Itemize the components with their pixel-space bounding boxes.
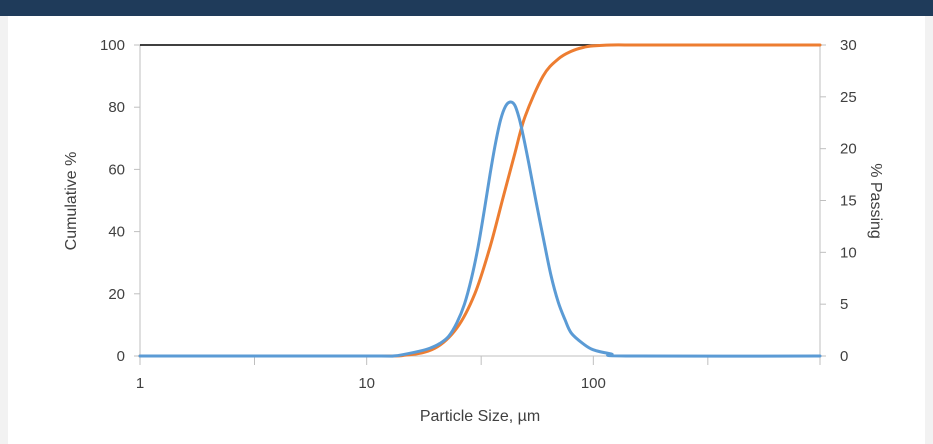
x-tick-label: 1 [136, 375, 144, 392]
y-tick-label: 20 [108, 286, 125, 303]
y-tick-label: 60 [108, 161, 125, 178]
y-tick-label: 100 [100, 37, 125, 54]
y-tick-label: 0 [117, 348, 125, 365]
x-tick-label: 100 [581, 375, 606, 392]
y2-axis-title: % Passing [867, 163, 884, 239]
window-top-bar [0, 0, 933, 16]
y2-tick-label: 30 [840, 37, 857, 54]
y-axis-title: Cumulative % [63, 152, 80, 251]
x-tick-label: 10 [358, 375, 375, 392]
y2-tick-label: 20 [840, 141, 857, 158]
series-line-cumulative [138, 43, 822, 358]
left-border-strip [0, 16, 8, 444]
y-tick-label: 80 [108, 99, 125, 116]
y2-tick-label: 5 [840, 296, 848, 313]
series-layer [138, 43, 822, 358]
x-axis-title: Particle Size, µm [420, 408, 540, 425]
y2-tick-label: 0 [840, 348, 848, 365]
y2-tick-label: 25 [840, 89, 857, 106]
series-line-passing [138, 100, 822, 358]
y2-tick-label: 15 [840, 193, 857, 210]
right-border-strip [925, 16, 933, 444]
chart-axes: 0 20 40 60 80 100 0 5 10 15 20 25 30 1 10 100 [100, 37, 857, 392]
y-tick-label: 40 [108, 224, 125, 241]
y2-tick-label: 10 [840, 244, 857, 261]
